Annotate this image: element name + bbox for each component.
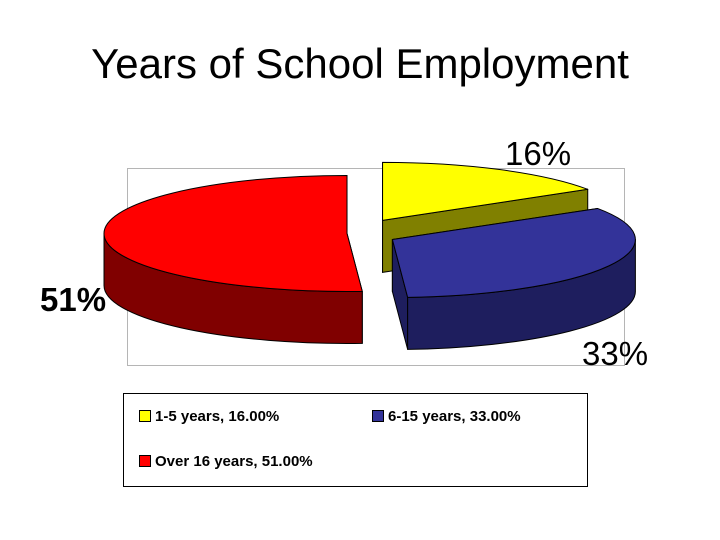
pie-slice-6-15-years [391,207,636,298]
legend-swatch-red [139,455,151,467]
legend-item-1-5-years: 1-5 years, 16.00% [139,408,279,425]
pie-slice-over-16-years [103,174,363,292]
slice-label-1-5-years: 16% [505,135,572,172]
legend-swatch-yellow [139,410,151,422]
chart-legend: 1-5 years, 16.00% 6-15 years, 33.00% Ove… [123,393,588,487]
legend-item-6-15-years: 6-15 years, 33.00% [372,408,521,425]
pie-tops [103,161,636,298]
legend-item-over-16-years: Over 16 years, 51.00% [139,453,313,470]
slice-label-6-15-years: 33% [582,335,649,372]
legend-label: 6-15 years, 33.00% [388,408,521,425]
chart-title: Years of School Employment [91,40,629,87]
pie-slice-1-5-years [382,161,589,221]
legend-label: Over 16 years, 51.00% [155,453,313,470]
legend-swatch-blue [372,410,384,422]
slice-label-over-16-years: 51% [40,281,107,318]
legend-label: 1-5 years, 16.00% [155,408,280,425]
